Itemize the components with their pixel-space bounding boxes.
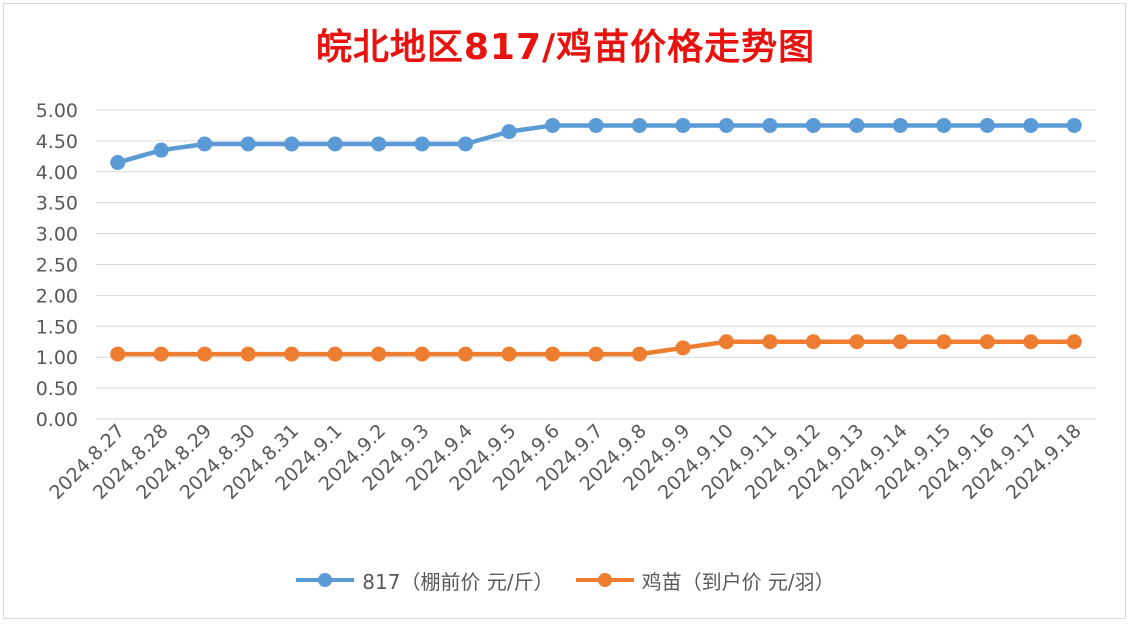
- data-point-1[interactable]: [805, 334, 821, 350]
- y-tick-label: 1.00: [36, 347, 78, 369]
- gridlines: [96, 109, 1096, 420]
- y-axis-ticks: 0.00 0.50 1.00 1.50 2.00 2.50 3.00 3.50 4.00 4.50…: [36, 100, 78, 431]
- chart-frame: [3, 3, 1126, 619]
- y-tick-label: 3.00: [36, 224, 78, 246]
- data-point-1[interactable]: [414, 346, 430, 362]
- legend-entry-817[interactable]: 817（棚前价 元/斤）: [296, 566, 554, 595]
- data-point-1[interactable]: [588, 346, 604, 362]
- data-point-0[interactable]: [1023, 117, 1039, 133]
- legend-label-chick: 鸡苗（到户价 元/羽）: [641, 569, 835, 594]
- data-point-1[interactable]: [1023, 334, 1039, 350]
- data-point-0[interactable]: [371, 136, 387, 152]
- data-point-1[interactable]: [762, 334, 778, 350]
- data-point-1[interactable]: [284, 346, 300, 362]
- data-point-0[interactable]: [936, 117, 952, 133]
- data-point-1[interactable]: [675, 340, 691, 356]
- legend-entry-chick[interactable]: 鸡苗（到户价 元/羽）: [575, 566, 835, 595]
- data-point-0[interactable]: [631, 117, 647, 133]
- data-point-0[interactable]: [675, 117, 691, 133]
- data-point-1[interactable]: [631, 346, 647, 362]
- data-point-0[interactable]: [458, 136, 474, 152]
- legend-swatch-chick: [575, 573, 634, 587]
- y-tick-label: 4.00: [36, 162, 78, 184]
- data-point-1[interactable]: [240, 346, 256, 362]
- data-point-1[interactable]: [371, 346, 387, 362]
- y-tick-label: 0.50: [36, 378, 78, 400]
- data-point-0[interactable]: [1066, 117, 1082, 133]
- data-point-0[interactable]: [718, 117, 734, 133]
- data-point-0[interactable]: [153, 142, 169, 158]
- y-tick-label: 3.50: [36, 193, 78, 215]
- data-point-0[interactable]: [414, 136, 430, 152]
- y-tick-label: 4.50: [36, 131, 78, 153]
- legend: 817（棚前价 元/斤） 鸡苗（到户价 元/羽）: [0, 566, 1131, 594]
- legend-swatch-817: [296, 573, 355, 587]
- data-point-1[interactable]: [110, 346, 126, 362]
- data-point-0[interactable]: [892, 117, 908, 133]
- data-point-0[interactable]: [110, 155, 126, 171]
- data-point-1[interactable]: [458, 346, 474, 362]
- data-point-0[interactable]: [762, 117, 778, 133]
- data-point-0[interactable]: [197, 136, 213, 152]
- data-point-0[interactable]: [979, 117, 995, 133]
- series-layer: [110, 117, 1082, 362]
- data-point-0[interactable]: [240, 136, 256, 152]
- data-point-1[interactable]: [1066, 334, 1082, 350]
- data-point-1[interactable]: [979, 334, 995, 350]
- y-tick-label: 2.50: [36, 255, 78, 277]
- data-point-0[interactable]: [284, 136, 300, 152]
- data-point-1[interactable]: [501, 346, 517, 362]
- data-point-1[interactable]: [197, 346, 213, 362]
- data-point-1[interactable]: [849, 334, 865, 350]
- legend-label-817: 817（棚前价 元/斤）: [362, 569, 554, 594]
- data-point-0[interactable]: [501, 124, 517, 140]
- data-point-1[interactable]: [545, 346, 561, 362]
- y-tick-label: 2.00: [36, 285, 78, 307]
- x-axis-ticks: 2024.8.272024.8.282024.8.292024.8.302024…: [45, 420, 1085, 504]
- data-point-0[interactable]: [545, 117, 561, 133]
- data-point-1[interactable]: [892, 334, 908, 350]
- data-point-1[interactable]: [936, 334, 952, 350]
- chart-title: 皖北地区817/鸡苗价格走势图: [315, 27, 816, 68]
- data-point-1[interactable]: [327, 346, 343, 362]
- data-point-0[interactable]: [327, 136, 343, 152]
- data-point-1[interactable]: [153, 346, 169, 362]
- y-tick-label: 5.00: [36, 100, 78, 122]
- data-point-1[interactable]: [718, 334, 734, 350]
- data-point-0[interactable]: [849, 117, 865, 133]
- data-point-0[interactable]: [805, 117, 821, 133]
- data-point-0[interactable]: [588, 117, 604, 133]
- y-tick-label: 0.00: [36, 409, 78, 431]
- y-tick-label: 1.50: [36, 316, 78, 338]
